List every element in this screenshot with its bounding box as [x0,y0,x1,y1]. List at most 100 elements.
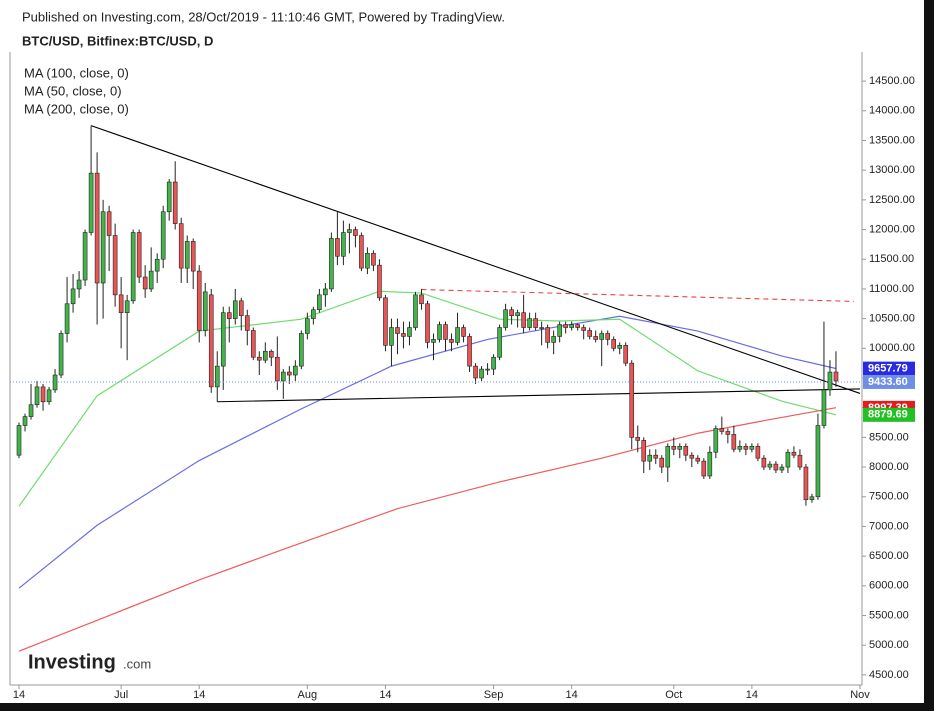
candle-body [599,333,604,340]
candle-body [154,258,160,272]
y-tick-label: 10000.00 [869,342,915,354]
candle-body [809,496,815,501]
candle-body [335,238,340,257]
legend-entry: MA (100, close, 0) [24,65,129,80]
candle-body [28,404,34,417]
x-tick-label: Jul [114,689,128,701]
y-tick-label: 7000.00 [869,520,909,532]
x-tick-label: 14 [746,689,758,701]
candle-body [40,386,46,403]
candle-body [130,232,136,302]
candle-body [833,371,839,382]
candle-body [425,303,430,343]
candle-body [749,445,755,450]
candle-body [359,235,364,269]
candle-body [539,327,544,329]
candle-body [515,312,520,316]
y-tick-label: 11500.00 [869,253,914,265]
candle-body [617,345,623,349]
y-tick-label: 6000.00 [869,580,909,592]
candle-body [341,232,346,257]
candle-body [437,324,442,340]
x-tick-label: Aug [298,689,318,701]
candle-body [407,327,412,337]
candle-body [641,440,647,462]
candle-body [94,172,100,284]
trendline [217,388,861,403]
candle-body [70,288,76,305]
candle-body [148,270,154,290]
candle-body [767,463,773,468]
candle-body [76,279,82,290]
y-tick-label: 11000.00 [869,283,914,295]
candle-body [713,428,719,453]
candle-body [509,309,514,316]
candle-body [112,235,118,296]
chart-title: BTC/USD, Bitfinex:BTC/USD, D [22,33,213,48]
candle-body [497,327,502,358]
x-tick-label: Oct [665,689,682,701]
candle-body [238,300,244,316]
candle-body [317,294,322,311]
candle-body [479,368,484,379]
candle-body [533,318,538,328]
y-tick-label: 8500.00 [869,431,909,443]
y-tick-label: 12000.00 [869,223,915,235]
candle-body [527,318,532,328]
candle-body [791,451,797,456]
candle-body [431,339,436,343]
candle-body [347,229,352,233]
price-label-box [863,361,915,376]
candle-body [16,425,22,456]
candle-body [683,445,689,456]
candle-body [575,324,580,328]
candle-body [413,294,418,328]
price-label: 8879.69 [868,409,908,421]
candle-body [761,457,767,468]
x-tick-label: 14 [13,689,25,701]
candle-body [220,312,226,367]
x-tick-label: Nov [850,689,870,701]
candle-body [419,294,424,305]
candle-body [797,454,803,468]
candle-body [389,327,394,346]
candle-body [323,288,328,296]
ma-line [18,407,837,652]
candle-body [461,327,466,337]
candle-body [383,297,388,346]
candle-body [269,350,274,358]
candle-body [653,454,659,459]
candle-body [671,445,677,450]
candle-body [250,330,256,358]
candle-body [371,253,376,266]
price-label-box [863,407,915,422]
candle-body [353,229,358,236]
candle-body [88,172,94,233]
candle-body [821,389,827,426]
candle-body [443,324,448,340]
candle-body [737,445,743,450]
candle-body [172,181,178,224]
candle-body [659,457,665,468]
candle-body [293,365,298,376]
candle-body [166,181,172,213]
price-label-box [863,374,915,389]
candle-body [803,466,809,501]
candle-body [725,431,731,435]
candle-body [244,315,250,331]
y-tick-label: 13000.00 [869,164,915,176]
candle-body [815,425,821,498]
y-tick-label: 14500.00 [869,75,915,87]
candle-body [118,294,124,313]
y-tick-label: 8000.00 [869,461,909,473]
candle-body [106,211,112,236]
candle-body [569,324,574,328]
candle-body [401,333,406,337]
candle-body [124,300,130,313]
candle-body [281,371,286,382]
y-tick-label: 5500.00 [869,609,909,621]
candle-body [593,336,598,340]
candle-body [731,434,737,450]
candle-body [623,345,629,364]
